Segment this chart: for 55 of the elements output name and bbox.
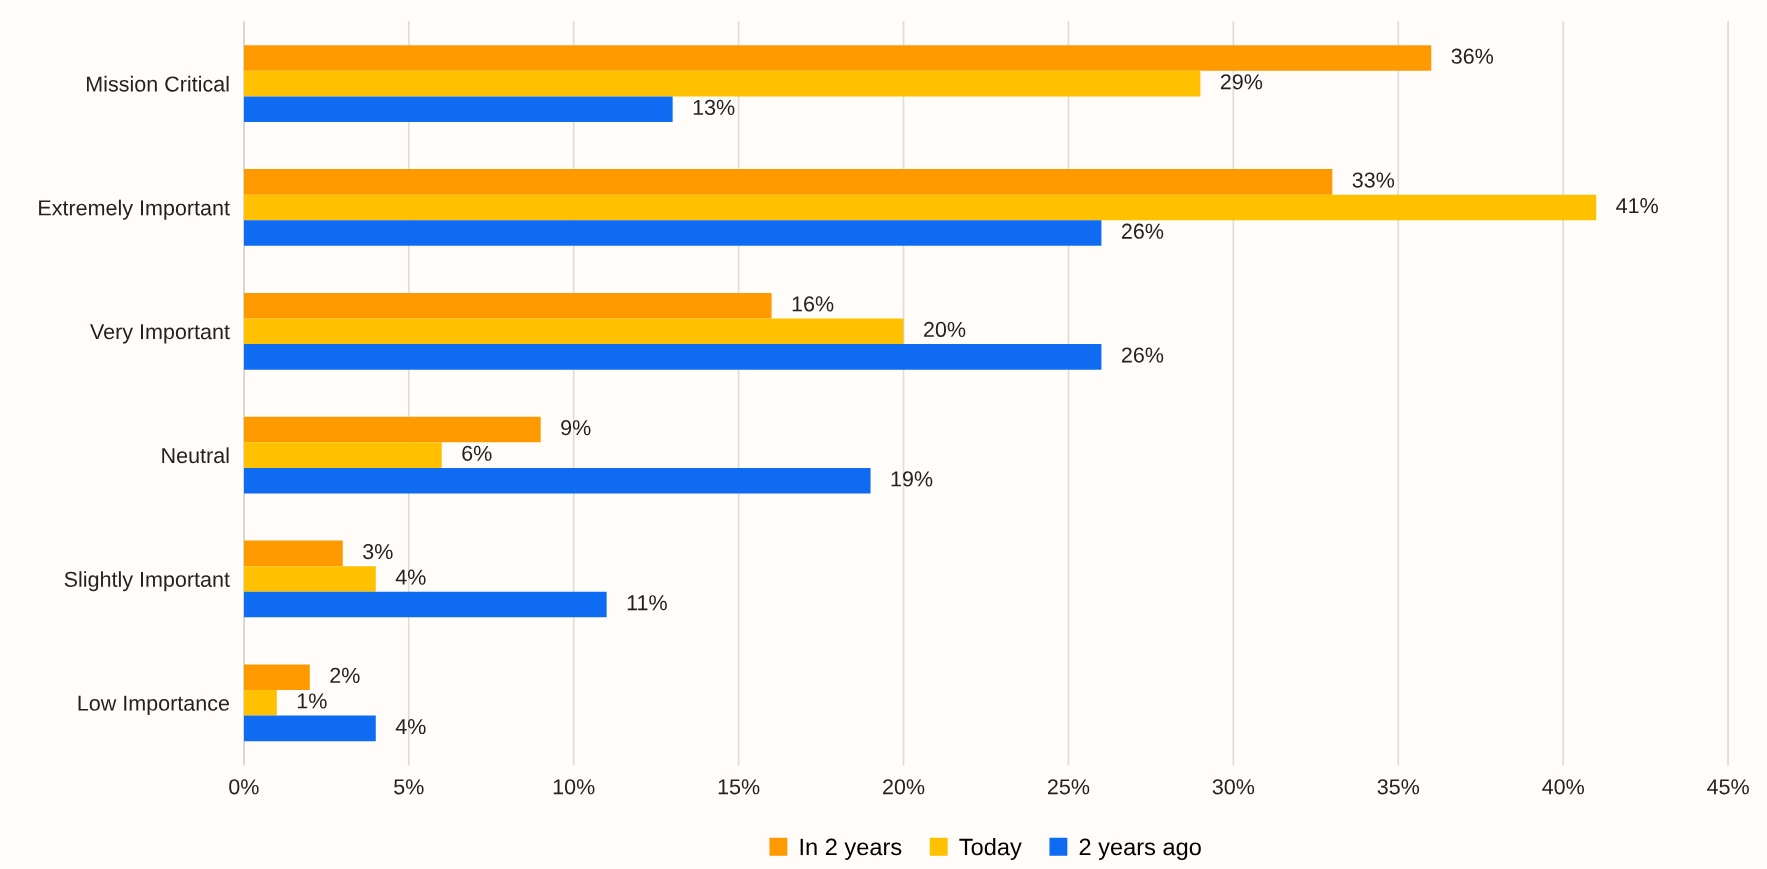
x-tick-label: 0% — [229, 779, 259, 795]
text: 3% — [363, 543, 393, 560]
bar — [243, 591, 607, 618]
text: 33% — [1352, 172, 1395, 188]
y-tick-label: Neutral — [162, 447, 229, 464]
text: 20% — [924, 321, 966, 338]
text: 26% — [1121, 347, 1164, 363]
legend-label: Today — [959, 837, 1022, 860]
bar — [243, 96, 673, 123]
text: 1% — [297, 693, 327, 709]
bar — [243, 45, 1432, 71]
y-tick-label: Extremely Important — [39, 199, 230, 220]
y-tick-label: Low Importance — [78, 695, 230, 716]
text: 4% — [395, 719, 426, 735]
text: 9% — [561, 420, 591, 436]
bar — [243, 292, 772, 319]
bar — [243, 540, 343, 567]
bar — [243, 715, 376, 742]
y-tick-label: Very Important — [90, 324, 230, 344]
x-tick-label: 30% — [1212, 779, 1255, 795]
bar — [243, 344, 1102, 370]
text: 41% — [1616, 198, 1658, 214]
bar — [243, 416, 541, 443]
bar — [243, 169, 1333, 195]
y-tick-label: Mission Critical — [86, 75, 229, 92]
bar — [243, 566, 376, 592]
text: 13% — [693, 99, 735, 116]
text: 4% — [395, 569, 426, 585]
text: 26% — [1121, 223, 1164, 239]
x-tick-label: 45% — [1707, 779, 1749, 795]
x-tick-label: 35% — [1377, 779, 1420, 795]
bar — [243, 467, 871, 494]
text: 19% — [891, 471, 933, 487]
x-tick-label: 15% — [718, 779, 760, 795]
x-tick-label: 25% — [1047, 779, 1090, 795]
bar — [243, 442, 442, 468]
x-tick-label: 20% — [883, 779, 925, 795]
x-tick-label: 10% — [553, 779, 595, 795]
text: 6% — [462, 445, 492, 461]
bar — [243, 194, 1597, 221]
bar — [243, 690, 277, 716]
text: 11% — [627, 595, 667, 611]
bar — [243, 318, 904, 345]
text: 16% — [792, 296, 834, 312]
text: 29% — [1220, 74, 1263, 90]
bar — [243, 220, 1102, 246]
text: 2% — [330, 667, 360, 683]
y-tick-label: Slightly Important — [64, 571, 230, 592]
x-tick-label: 40% — [1542, 779, 1584, 795]
legend-label: In 2 years — [800, 838, 902, 860]
bar — [243, 664, 310, 691]
bar — [243, 70, 1201, 97]
text: 36% — [1451, 48, 1494, 64]
legend-label: 2 years ago — [1079, 838, 1201, 860]
x-tick-label: 5% — [394, 779, 424, 795]
